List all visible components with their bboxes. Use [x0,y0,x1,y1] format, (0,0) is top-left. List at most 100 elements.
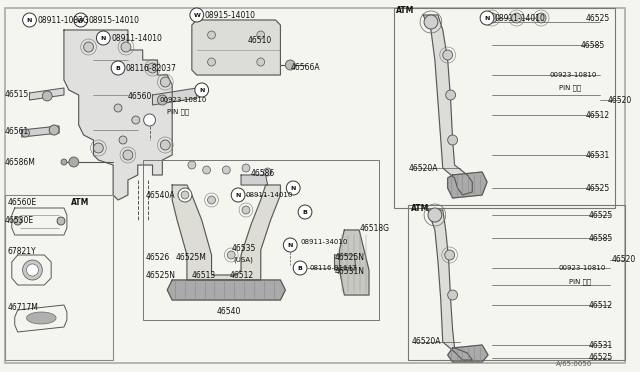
Text: 46526: 46526 [146,253,170,263]
Circle shape [97,31,110,45]
Text: 46512: 46512 [586,110,609,119]
Bar [5,195,113,360]
Circle shape [161,77,170,87]
Circle shape [293,261,307,275]
Circle shape [121,42,131,52]
Circle shape [242,206,250,214]
Text: 46561: 46561 [5,126,29,135]
Polygon shape [447,172,487,198]
Circle shape [119,136,127,144]
Bar [143,160,379,320]
Text: 46512: 46512 [229,270,253,279]
Circle shape [49,125,59,135]
Polygon shape [12,208,67,235]
Circle shape [447,135,458,145]
Circle shape [298,205,312,219]
Circle shape [286,181,300,195]
Circle shape [123,150,133,160]
Circle shape [195,83,209,97]
Text: 46535: 46535 [231,244,255,253]
Text: N: N [100,35,106,41]
Circle shape [207,31,216,39]
Text: 46513: 46513 [192,270,216,279]
Circle shape [536,13,546,23]
Text: 46540A: 46540A [146,190,175,199]
Circle shape [511,13,522,23]
Text: 46512: 46512 [588,301,612,310]
Text: 46515: 46515 [5,90,29,99]
Text: 08915-14010: 08915-14010 [205,10,255,19]
Circle shape [188,161,196,169]
Text: N: N [287,243,293,247]
Text: 46566A: 46566A [291,62,320,71]
Circle shape [285,60,295,70]
Text: 46525N: 46525N [335,253,365,263]
Polygon shape [152,88,196,105]
Circle shape [190,8,204,22]
Circle shape [222,166,230,174]
Circle shape [428,208,442,222]
Text: 46717M: 46717M [8,302,39,311]
Text: B: B [303,209,307,215]
Text: 46585: 46585 [588,234,612,243]
Circle shape [264,168,271,176]
Text: 46531: 46531 [586,151,610,160]
Text: 46525M: 46525M [175,253,206,263]
Text: 46525: 46525 [588,211,612,219]
Text: 46586: 46586 [251,169,275,177]
Text: 46525: 46525 [588,353,612,362]
Text: 46531N: 46531N [335,267,365,276]
Text: W: W [193,13,200,17]
Circle shape [93,143,103,153]
Circle shape [74,13,88,27]
Circle shape [114,104,122,112]
Circle shape [161,140,170,150]
Polygon shape [192,20,280,75]
Circle shape [84,42,93,52]
Text: 46518G: 46518G [359,224,389,232]
Text: N: N [199,87,204,93]
Text: 46520: 46520 [612,256,636,264]
Circle shape [227,251,235,259]
Circle shape [14,217,22,225]
Circle shape [257,31,265,39]
Circle shape [42,91,52,101]
Polygon shape [15,305,67,332]
Text: 08911-14010: 08911-14010 [111,33,162,42]
Text: 67821Y: 67821Y [8,247,36,256]
Text: 46560: 46560 [128,92,152,100]
Circle shape [178,188,192,202]
Circle shape [207,58,216,66]
Circle shape [22,129,29,137]
Polygon shape [64,30,172,200]
Text: N: N [236,192,241,198]
Circle shape [207,196,216,204]
Text: ATM: ATM [412,203,429,212]
Circle shape [61,159,67,165]
Polygon shape [22,126,59,137]
Polygon shape [12,255,51,285]
Text: ATM: ATM [71,198,89,206]
Circle shape [22,13,36,27]
Text: 46586M: 46586M [5,157,36,167]
Text: A/65:0050: A/65:0050 [556,361,592,367]
Circle shape [132,116,140,124]
Circle shape [487,13,497,23]
Text: B: B [116,65,120,71]
Text: B: B [298,266,303,270]
Polygon shape [335,255,356,270]
Circle shape [27,264,38,276]
Text: 08915-14010: 08915-14010 [88,16,140,25]
Circle shape [111,61,125,75]
Circle shape [181,191,189,199]
Text: 46525: 46525 [586,183,610,192]
Circle shape [284,238,297,252]
Circle shape [445,90,456,100]
Text: 46540: 46540 [216,308,241,317]
Text: 46585: 46585 [580,41,605,49]
Polygon shape [172,185,280,280]
Circle shape [157,95,167,105]
Circle shape [57,217,65,225]
Circle shape [69,157,79,167]
Polygon shape [339,230,369,295]
